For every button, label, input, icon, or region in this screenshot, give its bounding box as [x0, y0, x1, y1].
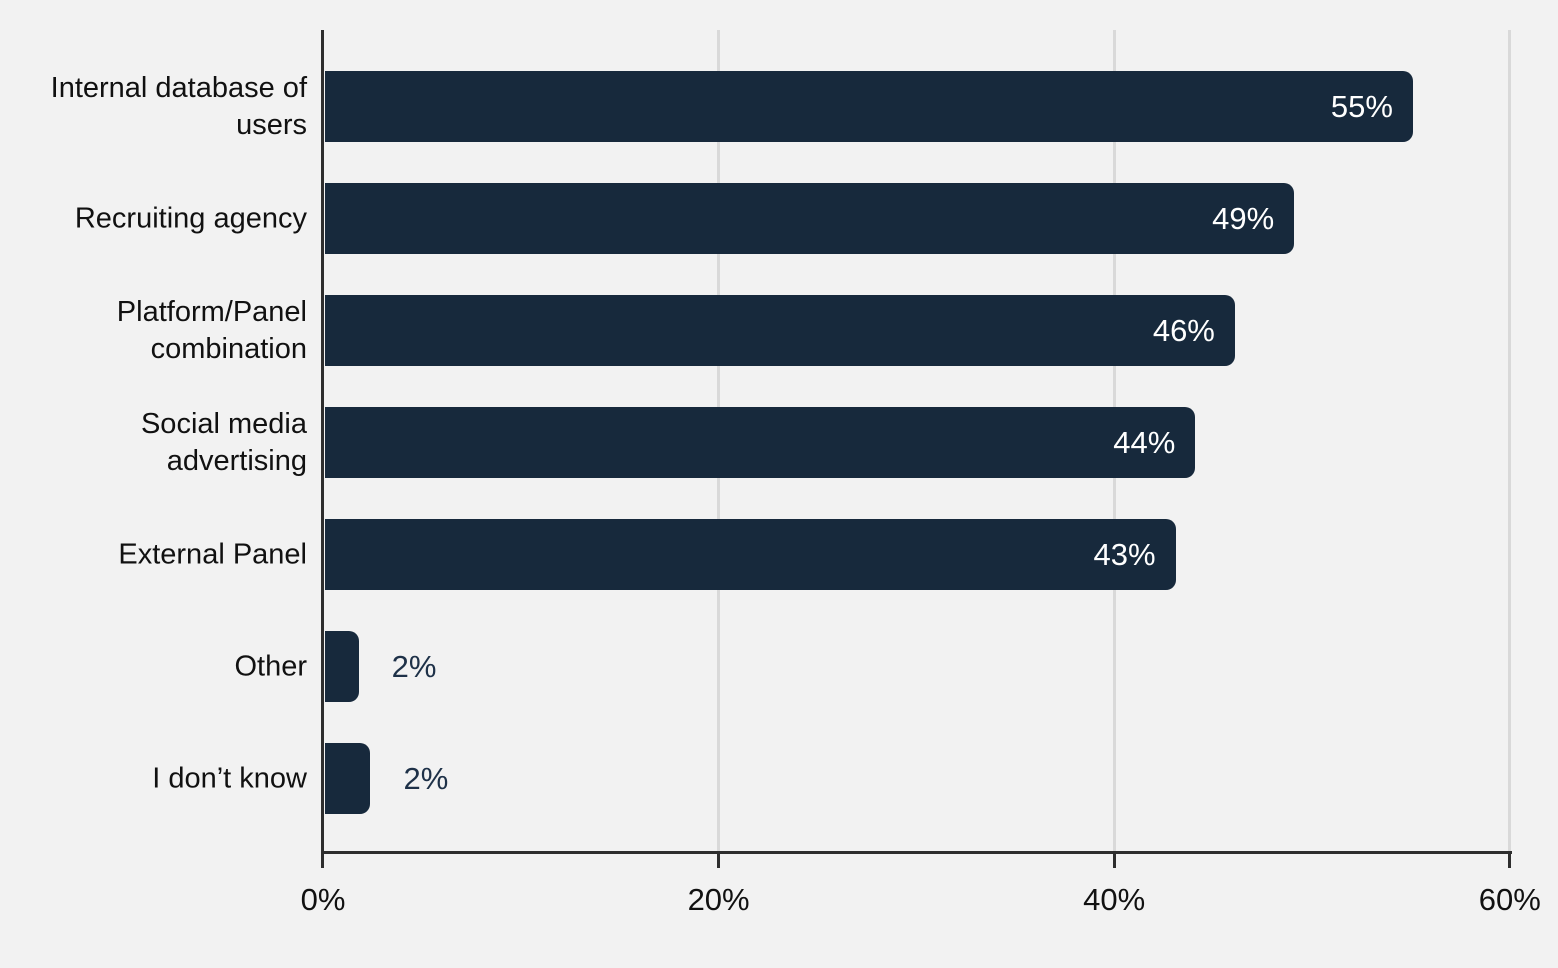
- x-tick-label: 20%: [687, 882, 750, 917]
- x-tick: [1508, 851, 1512, 868]
- category-label-line: users: [236, 108, 307, 141]
- x-axis-line: [321, 851, 1512, 854]
- x-tick-label: 40%: [1083, 882, 1146, 917]
- bar: [325, 631, 359, 702]
- category-label-line: Recruiting agency: [74, 202, 307, 234]
- category-label: Social media advertising: [0, 406, 307, 480]
- category-label: Recruiting agency: [0, 200, 307, 237]
- x-tick-label: 60%: [1478, 882, 1541, 917]
- category-label-line: advertising: [166, 444, 307, 477]
- bar-value-label: 2%: [403, 760, 449, 796]
- category-label: I don’t know: [0, 760, 307, 797]
- bar: [325, 743, 371, 814]
- category-label: External Panel: [0, 536, 307, 573]
- category-label-line: combination: [150, 332, 307, 365]
- x-tick: [1112, 851, 1116, 868]
- category-label-line: External Panel: [118, 538, 307, 570]
- category-label-line: Platform/Panel: [116, 295, 307, 328]
- bar-value-label: 49%: [1212, 200, 1275, 236]
- bar-value-label: 2%: [391, 648, 437, 684]
- bar: [325, 407, 1196, 478]
- x-tick: [717, 851, 721, 868]
- category-label-line: I don’t know: [152, 762, 307, 794]
- category-label: Platform/Panel combination: [0, 294, 307, 368]
- y-axis-line: [321, 30, 324, 868]
- bar: [325, 183, 1295, 254]
- x-tick-label: 0%: [300, 882, 346, 917]
- bar: [325, 71, 1413, 142]
- bar: [325, 519, 1176, 590]
- bar-value-label: 46%: [1152, 312, 1215, 348]
- category-label: Other: [0, 648, 307, 685]
- category-label-line: Social media: [140, 407, 307, 440]
- category-label-line: Other: [234, 650, 307, 682]
- bar-value-label: 55%: [1330, 88, 1393, 124]
- category-label-line: Internal database of: [50, 71, 307, 104]
- bar-value-label: 43%: [1093, 536, 1156, 572]
- gridline: [1508, 30, 1512, 851]
- bar-value-label: 44%: [1113, 424, 1176, 460]
- category-label: Internal database of users: [0, 70, 307, 144]
- bar: [325, 295, 1235, 366]
